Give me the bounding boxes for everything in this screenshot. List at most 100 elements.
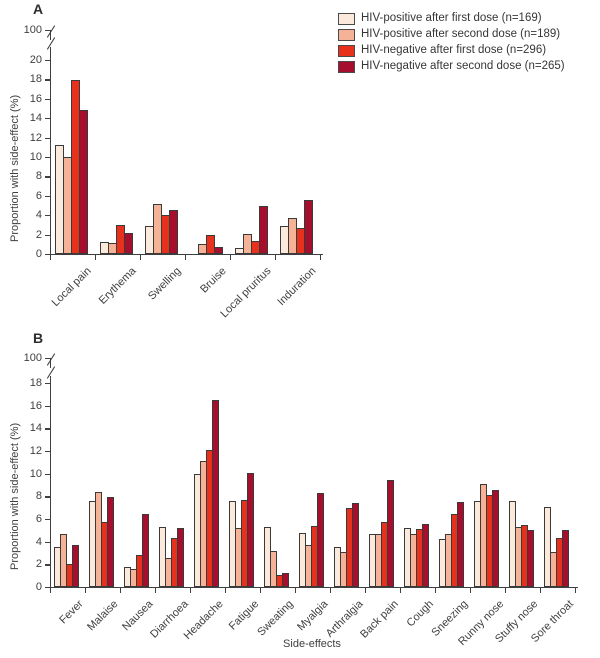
- legend-item: HIV-positive after second dose (n=189): [338, 28, 565, 41]
- x-tick: [84, 588, 86, 593]
- bar-local-pruritus-s4: [258, 205, 268, 254]
- x-tick: [224, 588, 226, 593]
- y-tick-label: 20: [29, 54, 42, 66]
- x-category-label: Fatigue: [226, 598, 261, 633]
- x-tick: [184, 255, 186, 260]
- x-category-label: Local pain: [49, 265, 94, 309]
- y-tick: [45, 587, 50, 589]
- x-category-label: Back pain: [358, 598, 401, 641]
- x-tick: [399, 588, 401, 593]
- bar-headache-s4: [211, 400, 219, 587]
- y-tick: [45, 473, 50, 475]
- y-tick-label: 0: [35, 581, 42, 593]
- x-tick: [139, 255, 141, 260]
- x-tick: [49, 255, 51, 260]
- legend-swatch: [338, 44, 355, 57]
- bar-bruise-s3: [205, 234, 215, 254]
- y-tick-label: 10: [29, 151, 42, 163]
- y-tick: [45, 176, 50, 178]
- x-category-label: Fever: [57, 598, 86, 627]
- panel-b: B Proportion with side-effect (%) 100 0 2 4…: [0, 330, 600, 658]
- x-tick: [294, 588, 296, 593]
- x-tick: [229, 255, 231, 260]
- legend-label: HIV-negative after first dose (n=296): [361, 44, 547, 56]
- y-tick: [45, 358, 50, 360]
- x-tick: [49, 588, 51, 593]
- bar-cough-s4: [421, 523, 429, 587]
- y-tick: [45, 157, 50, 159]
- x-tick: [469, 588, 471, 593]
- bar-bruise-s4: [213, 247, 223, 254]
- legend-label: HIV-positive after first dose (n=169): [361, 12, 542, 24]
- y-tick-label: 0: [35, 248, 42, 260]
- bar-diarrhoea-s1: [158, 526, 166, 587]
- panel-b-plot-area: 100 0 2 4 6 8 10 12 14 16 18 Fever Malaise Nausea Diar…: [0, 330, 600, 658]
- x-category-label: Induration: [275, 265, 319, 309]
- x-tick: [94, 255, 96, 260]
- x-tick: [319, 255, 321, 260]
- x-tick: [434, 588, 436, 593]
- bar-sore-throat-s1: [543, 506, 551, 587]
- y-tick: [45, 30, 50, 32]
- bar-sweating-s4: [281, 573, 289, 587]
- legend-swatch: [338, 12, 355, 25]
- legend-label: HIV-negative after second dose (n=265): [361, 60, 565, 72]
- y-axis-line: [50, 376, 52, 587]
- y-tick-label: 2: [35, 228, 42, 241]
- bar-nausea-s4: [141, 514, 149, 587]
- legend-swatch: [338, 60, 355, 73]
- x-category-label: Bruise: [198, 265, 229, 296]
- bar-fatigue-s4: [246, 472, 254, 587]
- bar-sweating-s2: [269, 550, 277, 587]
- legend-item: HIV-negative after second dose (n=265): [338, 60, 565, 73]
- x-category-label: Cough: [404, 598, 436, 630]
- legend-item: HIV-positive after first dose (n=169): [338, 12, 565, 25]
- y-tick: [45, 254, 50, 256]
- bar-stuffy-nose-s4: [526, 530, 534, 587]
- panel-b-letter: B: [33, 330, 44, 346]
- y-tick-label: 4: [35, 535, 42, 548]
- bar-diarrhoea-s4: [176, 528, 184, 587]
- bar-induration-s4: [303, 199, 313, 254]
- x-category-label: Malaise: [85, 598, 121, 634]
- y-axis-line: [50, 47, 52, 254]
- x-axis-line: [49, 254, 323, 256]
- y-tick: [45, 79, 50, 81]
- x-tick: [329, 588, 331, 593]
- y-tick: [45, 383, 50, 385]
- y-tick-label: 14: [29, 422, 42, 435]
- y-tick-label: 8: [35, 490, 42, 503]
- y-tick-label: 10: [29, 467, 42, 480]
- bar-fever-s2: [59, 533, 67, 587]
- bar-sore-throat-s4: [561, 530, 569, 587]
- bar-swelling-s4: [168, 210, 178, 254]
- x-category-label: Swelling: [146, 265, 184, 303]
- y-tick-label: 18: [29, 377, 42, 390]
- x-tick: [274, 255, 276, 260]
- x-category-label: Sweating: [255, 598, 296, 639]
- x-tick: [119, 588, 121, 593]
- y-tick: [45, 234, 50, 236]
- x-category-label: Erythema: [96, 265, 139, 307]
- y-tick: [45, 541, 50, 543]
- y-tick-label: 6: [35, 189, 42, 202]
- y-tick: [45, 405, 50, 407]
- y-tick: [45, 98, 50, 100]
- bar-myalgia-s4: [316, 492, 324, 587]
- y-tick: [45, 118, 50, 120]
- y-tick-label: 14: [29, 112, 42, 125]
- y-axis-line: [50, 30, 52, 40]
- x-tick: [259, 588, 261, 593]
- y-tick: [45, 215, 50, 217]
- y-tick-label: 100: [23, 24, 42, 36]
- x-tick: [574, 588, 576, 593]
- x-axis-line: [49, 587, 578, 589]
- y-tick-label: 18: [29, 73, 42, 86]
- legend: HIV-positive after first dose (n=169) HIV…: [338, 12, 565, 76]
- y-tick: [45, 519, 50, 521]
- y-tick-label: 8: [35, 170, 42, 183]
- y-tick: [45, 195, 50, 197]
- y-tick: [45, 60, 50, 62]
- legend-label: HIV-positive after second dose (n=189): [361, 28, 561, 40]
- panel-a-plot-area: 100 0 2 4 6 8 10 12 14 16 18 20 Local pain Erythema Sw…: [23, 24, 323, 320]
